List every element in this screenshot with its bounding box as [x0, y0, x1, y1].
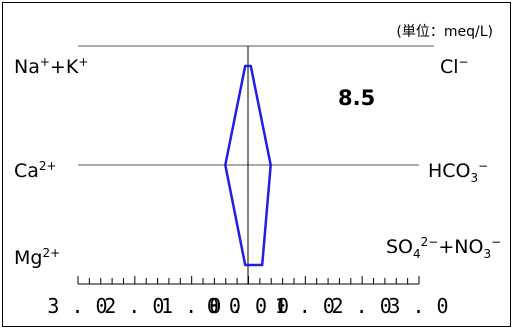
left-label-ca: Ca2+ [14, 159, 57, 182]
tick-label: 2 . 0 [104, 294, 164, 318]
scale-ticks [77, 276, 420, 284]
tick-label: 3 . 0 [388, 294, 448, 318]
tick-label: 2 . 0 [332, 294, 392, 318]
scale-tick-labels: 3 . 02 . 01 . 00 . 00 . 01 . 02 . 03 . 0 [47, 294, 448, 318]
value-label: 8.5 [338, 86, 375, 110]
tick-label: 0 . 0 [229, 294, 289, 318]
stiff-polygon [224, 64, 272, 267]
right-label-so4-no3: SO42−+NO3− [386, 235, 501, 261]
right-label-hco3: HCO3− [428, 159, 488, 185]
tick-label: 1 . 0 [275, 294, 335, 318]
tick-label: 3 . 0 [47, 294, 107, 318]
right-label-cl: Cl− [440, 55, 469, 78]
left-label-na-k: Na++K+ [14, 55, 88, 78]
unit-label: (単位：meq/L) [396, 24, 493, 40]
left-label-mg: Mg2+ [14, 246, 60, 269]
tick-label: 0 . 0 [207, 294, 267, 318]
tick-label: 1 . 0 [161, 294, 221, 318]
